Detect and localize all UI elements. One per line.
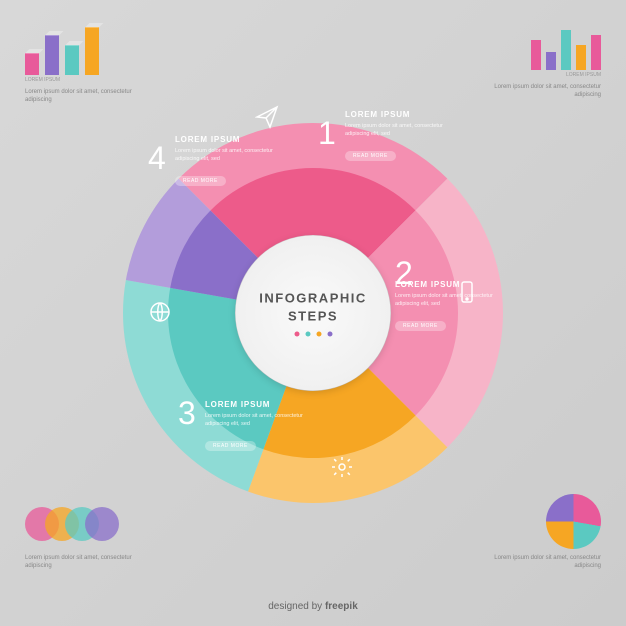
step-number-1: 1 [318,115,336,152]
paper-plane-icon [255,105,279,129]
bar-flat [591,35,601,70]
bar-3d [45,35,59,75]
center-dot [316,332,321,337]
step-title: LOREM IPSUM [205,400,310,409]
step-title: LOREM IPSUM [345,110,450,119]
step-box-1: LOREM IPSUM Lorem ipsum dolor sit amet, c… [345,110,450,162]
bar-flat [561,30,571,70]
read-more-button[interactable]: READ MORE [395,321,446,331]
mini-chart-label: LOREM IPSUM [25,77,145,83]
read-more-button[interactable]: READ MORE [345,151,396,161]
mini-chart-lorem: Lorem ipsum dolor sit amet, consectetur … [25,555,145,571]
venn-circle [85,507,119,541]
phone-icon [455,280,479,304]
bar-3d [25,53,39,75]
bar-flat [546,52,556,70]
step-text: Lorem ipsum dolor sit amet, consectetur … [345,123,450,138]
gear-icon [330,455,354,479]
center-title: INFOGRAPHICSTEPS [259,289,367,325]
step-text: Lorem ipsum dolor sit amet, consectetur … [175,148,280,163]
step-number-4: 4 [148,140,166,177]
bar-flat [576,45,586,70]
credit-brand: freepik [325,601,358,612]
step-text: Lorem ipsum dolor sit amet, consectetur … [205,413,310,428]
mini-chart-3d-bars: LOREM IPSUM Lorem ipsum dolor sit amet, … [25,25,145,105]
center-dot [305,332,310,337]
mini-chart-pie: Lorem ipsum dolor sit amet, consectetur … [481,494,601,571]
mini-chart-lorem: Lorem ipsum dolor sit amet, consectetur … [481,555,601,571]
step-box-3: LOREM IPSUM Lorem ipsum dolor sit amet, c… [205,400,310,452]
step-text: Lorem ipsum dolor sit amet, consectetur … [395,293,500,308]
step-number-3: 3 [178,395,196,432]
step-title: LOREM IPSUM [175,135,280,144]
mini-chart-lorem: Lorem ipsum dolor sit amet, consectetur … [481,84,601,100]
read-more-button[interactable]: READ MORE [175,176,226,186]
center-dot [294,332,299,337]
read-more-button[interactable]: READ MORE [205,441,256,451]
bar-flat [531,40,541,70]
mini-chart-lorem: Lorem ipsum dolor sit amet, consectetur … [25,89,145,105]
credit-line: designed by freepik [268,601,358,612]
mini-chart-label: LOREM IPSUM [481,72,601,78]
step-number-2: 2 [395,255,413,292]
center-dot [327,332,332,337]
center-circle: INFOGRAPHICSTEPS [236,236,391,391]
globe-icon [148,300,172,324]
center-dots [294,332,332,337]
mini-chart-venn: Lorem ipsum dolor sit amet, consectetur … [25,499,145,571]
mini-chart-flat-bars: LOREM IPSUM Lorem ipsum dolor sit amet, … [481,25,601,100]
bar-3d [65,45,79,75]
step-box-4: LOREM IPSUM Lorem ipsum dolor sit amet, c… [175,135,280,187]
bar-3d [85,27,99,75]
